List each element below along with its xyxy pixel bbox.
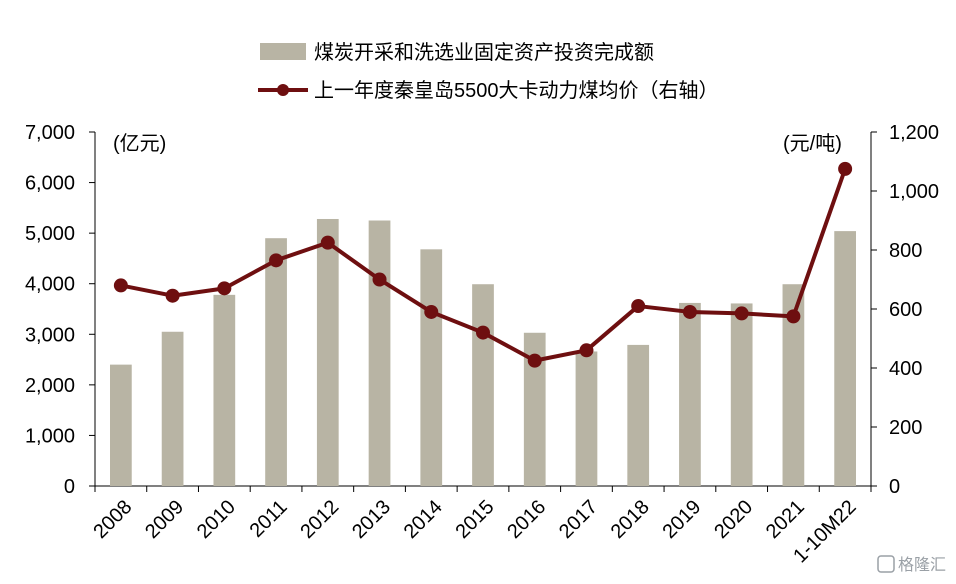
bar [213, 294, 236, 486]
bar [679, 302, 701, 486]
line-point [113, 278, 128, 293]
bar [523, 332, 546, 486]
bar [161, 331, 184, 486]
legend-bar-swatch [260, 43, 306, 60]
right-tick-label: 1,000 [889, 181, 939, 203]
x-tick-label: 2011 [246, 496, 292, 542]
bar [110, 364, 132, 486]
line-series [113, 161, 853, 368]
line-point [631, 299, 646, 314]
watermark-logo-icon [877, 555, 895, 573]
left-tick-label: 5,000 [25, 223, 75, 245]
left-tick-label: 1,000 [25, 425, 75, 447]
right-tick-label: 800 [889, 240, 922, 262]
x-tick-label: 2010 [193, 496, 240, 543]
right-tick-label: 0 [889, 476, 900, 498]
x-tick-label: 2017 [555, 496, 602, 543]
legend-line-label: 上一年度秦皇岛5500大卡动力煤均价（右轴） [314, 79, 719, 102]
x-tick-label: 2021 [762, 496, 809, 543]
line-point [217, 281, 232, 296]
x-tick-label: 2015 [452, 496, 499, 543]
right-axis-unit: (元/吨) [783, 132, 842, 155]
bar [730, 303, 753, 486]
left-axis-unit: (亿元) [113, 132, 166, 155]
left-tick-label: 2,000 [25, 375, 75, 397]
left-tick-label: 3,000 [25, 324, 75, 346]
line-point [734, 306, 749, 321]
right-axis: 0 200 400 600 800 1,000 1,200 [870, 122, 939, 498]
line-point [838, 161, 853, 176]
bar [472, 284, 494, 486]
line-point [786, 309, 801, 324]
bar [627, 344, 650, 486]
right-tick-label: 200 [889, 417, 922, 439]
line-point [165, 288, 180, 303]
right-tick-label: 400 [889, 358, 922, 380]
watermark-text: 格隆汇 [898, 556, 946, 574]
legend-bar-label: 煤炭开采和洗选业固定资产投资完成额 [314, 41, 654, 64]
line-point [269, 253, 284, 268]
legend: 煤炭开采和洗选业固定资产投资完成额 上一年度秦皇岛5500大卡动力煤均价（右轴） [258, 41, 719, 102]
x-axis-ticks: 2008 2009 2010 2011 2012 2013 2014 2015 2016 2017… [89, 486, 872, 567]
right-axis-ticks: 0 200 400 600 800 1,000 1,200 [871, 122, 939, 498]
line-point [476, 325, 490, 340]
bar [834, 231, 856, 486]
x-tick-label: 2020 [710, 496, 757, 543]
left-tick-label: 0 [64, 476, 75, 498]
bar [368, 220, 391, 486]
x-tick-label: 2016 [503, 496, 550, 543]
line-point [527, 353, 542, 368]
x-tick-label: 2009 [141, 496, 188, 543]
bar [420, 249, 443, 486]
line-point [372, 272, 387, 287]
x-tick-label: 2012 [296, 496, 343, 543]
bar [575, 351, 598, 486]
legend-line-marker [277, 84, 289, 96]
x-tick-label: 2008 [89, 496, 136, 543]
x-tick-label: 2013 [348, 496, 395, 543]
bar [265, 238, 287, 486]
line-point [579, 343, 594, 358]
bar-series [110, 218, 856, 487]
watermark: 格隆汇 [877, 555, 946, 574]
x-tick-label: 2018 [607, 496, 654, 543]
line-point [682, 304, 697, 319]
right-tick-label: 1,200 [889, 122, 939, 144]
left-tick-label: 4,000 [25, 274, 75, 296]
right-tick-label: 600 [889, 299, 922, 321]
x-tick-label: 2014 [400, 496, 447, 543]
bar [782, 284, 805, 486]
x-tick-label: 2019 [658, 496, 705, 543]
line-point [424, 304, 439, 319]
left-axis-ticks: 0 1,000 2,000 3,000 4,000 5,000 6,000 7,000 [25, 122, 95, 498]
left-tick-label: 6,000 [25, 173, 75, 195]
line-point [320, 235, 335, 250]
x-axis: 2008 2009 2010 2011 2012 2013 2014 2015 2016 2017… [89, 485, 872, 567]
left-axis: 0 1,000 2,000 3,000 4,000 5,000 6,000 7,000 [25, 122, 96, 498]
bar [316, 218, 339, 487]
left-tick-label: 7,000 [25, 122, 75, 144]
